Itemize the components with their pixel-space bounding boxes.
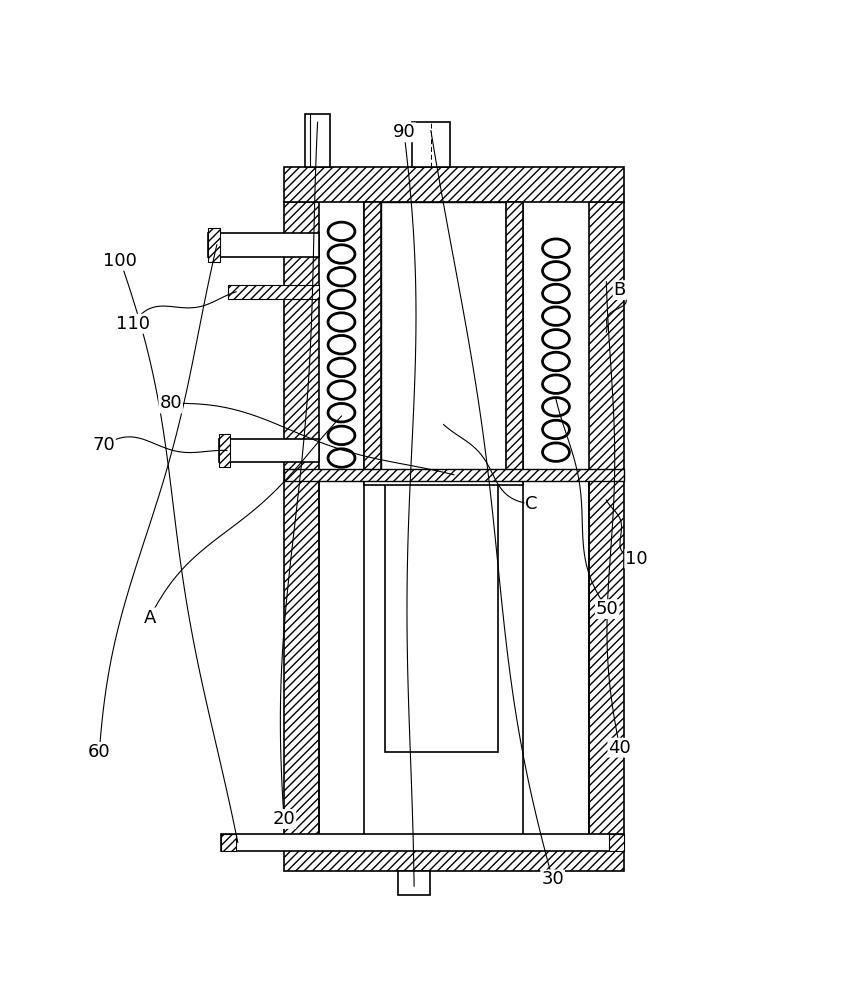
Text: 110: 110: [116, 315, 149, 333]
Ellipse shape: [542, 352, 569, 371]
Bar: [219, 434, 230, 467]
Text: 90: 90: [392, 123, 415, 141]
Bar: [305, 114, 330, 167]
Bar: [319, 202, 588, 836]
Ellipse shape: [327, 381, 354, 399]
Text: B: B: [613, 281, 625, 299]
Bar: [609, 834, 623, 851]
Text: 50: 50: [595, 600, 618, 618]
Ellipse shape: [542, 398, 569, 416]
Bar: [384, 475, 497, 752]
Text: 30: 30: [541, 870, 563, 888]
Bar: [398, 871, 430, 895]
Bar: [412, 122, 449, 167]
Text: 100: 100: [103, 252, 137, 270]
Text: A: A: [143, 609, 155, 627]
Ellipse shape: [542, 330, 569, 348]
Bar: [363, 475, 522, 485]
Ellipse shape: [327, 335, 354, 354]
Text: 10: 10: [625, 550, 647, 568]
Bar: [380, 202, 506, 475]
Bar: [588, 202, 623, 836]
Text: 80: 80: [160, 394, 181, 412]
Ellipse shape: [327, 313, 354, 331]
Ellipse shape: [327, 426, 354, 445]
Bar: [284, 469, 623, 481]
Ellipse shape: [327, 267, 354, 286]
Bar: [284, 836, 623, 871]
Ellipse shape: [542, 239, 569, 257]
Bar: [219, 439, 319, 462]
Bar: [221, 834, 235, 851]
Ellipse shape: [327, 449, 354, 467]
Ellipse shape: [327, 358, 354, 377]
Text: 60: 60: [88, 743, 111, 761]
Bar: [228, 285, 319, 299]
Bar: [208, 228, 220, 262]
Ellipse shape: [542, 420, 569, 439]
Ellipse shape: [327, 290, 354, 309]
Ellipse shape: [327, 403, 354, 422]
Ellipse shape: [542, 307, 569, 325]
Ellipse shape: [327, 222, 354, 241]
Bar: [284, 167, 623, 202]
Bar: [208, 233, 319, 257]
Text: 70: 70: [92, 436, 115, 454]
Bar: [284, 202, 319, 836]
Ellipse shape: [542, 262, 569, 280]
Text: C: C: [525, 495, 538, 513]
Text: 20: 20: [273, 810, 295, 828]
Bar: [221, 834, 623, 851]
Ellipse shape: [327, 245, 354, 263]
Bar: [363, 202, 380, 475]
Ellipse shape: [542, 284, 569, 303]
Bar: [506, 202, 522, 475]
Ellipse shape: [542, 443, 569, 461]
Text: 40: 40: [608, 739, 630, 757]
Ellipse shape: [542, 375, 569, 393]
